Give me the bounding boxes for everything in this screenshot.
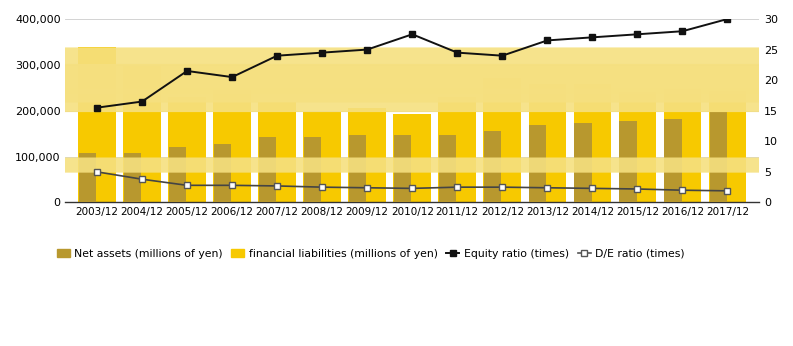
Bar: [485, 131, 501, 202]
Bar: [304, 112, 341, 202]
Bar: [710, 112, 726, 202]
Bar: [439, 135, 457, 202]
Polygon shape: [0, 64, 793, 94]
Bar: [394, 135, 412, 202]
Bar: [169, 147, 186, 202]
Polygon shape: [0, 89, 793, 102]
Bar: [214, 144, 232, 202]
Bar: [259, 101, 296, 202]
Bar: [709, 91, 746, 202]
Bar: [124, 153, 141, 202]
Bar: [213, 90, 251, 202]
Bar: [664, 89, 701, 202]
Legend: Net assets (millions of yen), financial liabilities (millions of yen), Equity ra: Net assets (millions of yen), financial …: [52, 244, 689, 263]
Bar: [348, 108, 386, 202]
Bar: [79, 46, 116, 202]
Bar: [619, 92, 657, 202]
Bar: [123, 66, 161, 202]
Polygon shape: [0, 157, 793, 173]
Bar: [349, 135, 366, 202]
Bar: [439, 97, 476, 202]
Bar: [573, 84, 611, 202]
Bar: [259, 137, 276, 202]
Bar: [619, 121, 637, 202]
Polygon shape: [0, 47, 793, 112]
Bar: [393, 115, 431, 202]
Bar: [530, 125, 546, 202]
Bar: [305, 137, 321, 202]
Bar: [79, 153, 96, 202]
Bar: [484, 78, 521, 202]
Bar: [665, 119, 682, 202]
Bar: [528, 84, 566, 202]
Bar: [574, 123, 592, 202]
Bar: [168, 97, 206, 202]
